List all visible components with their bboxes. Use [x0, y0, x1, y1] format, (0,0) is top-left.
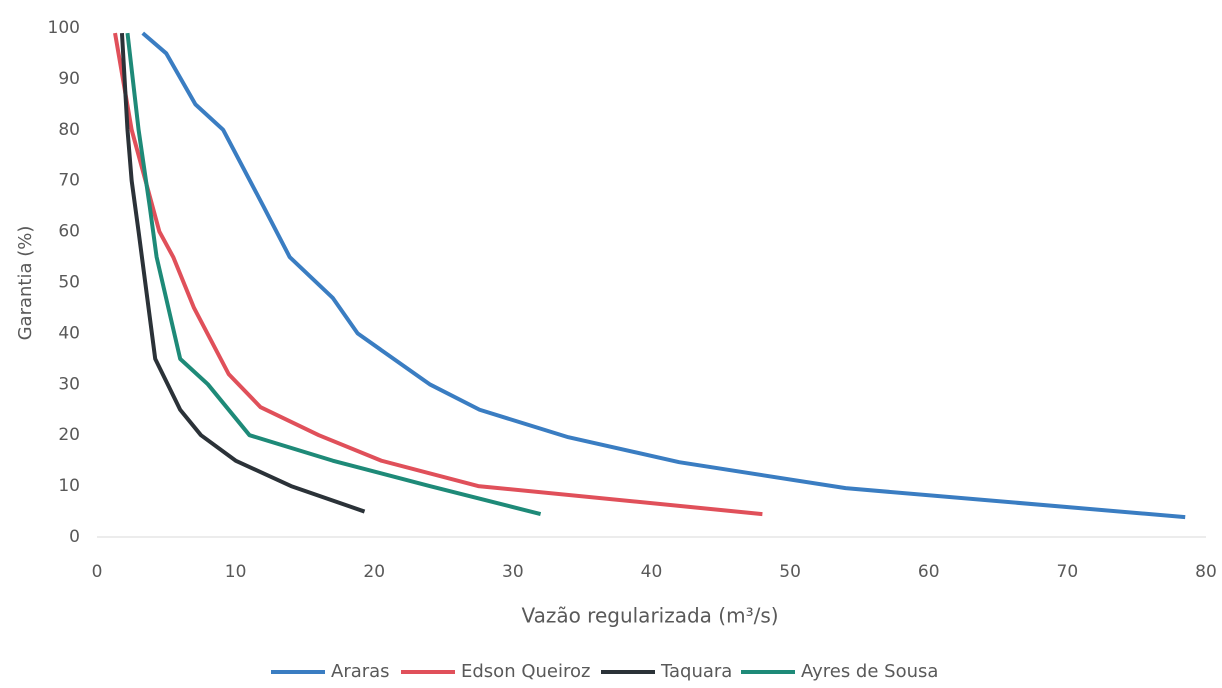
y-tick-label: 60 [58, 222, 80, 242]
y-tick-label: 0 [69, 527, 80, 547]
x-tick-label: 80 [1195, 562, 1217, 582]
y-tick-label: 50 [58, 273, 80, 293]
y-tick-label: 10 [58, 476, 80, 496]
series-line [119, 32, 366, 514]
y-axis-title: Garantia (%) [15, 226, 36, 341]
x-tick-label: 50 [779, 562, 801, 582]
x-tick-label: 40 [641, 562, 663, 582]
x-tick-label: 20 [363, 562, 385, 582]
y-tick-label: 20 [58, 425, 80, 445]
x-tick-label: 30 [502, 562, 524, 582]
x-tick-label: 0 [92, 562, 103, 582]
series-line [141, 31, 1186, 520]
x-axis-title: Vazão regularizada (m³/s) [521, 604, 778, 628]
legend-label: Edson Queiroz [461, 661, 590, 682]
y-tick-label: 40 [58, 323, 80, 343]
y-tick-label: 70 [58, 171, 80, 191]
legend-label: Ayres de Sousa [801, 661, 938, 682]
y-tick-label: 80 [58, 120, 80, 140]
series-line [125, 32, 542, 517]
y-tick-label: 100 [48, 18, 80, 38]
y-tick-label: 90 [58, 69, 80, 89]
legend-label: Araras [331, 661, 390, 682]
x-tick-label: 60 [918, 562, 940, 582]
legend-label: Taquara [660, 661, 732, 682]
x-tick-label: 70 [1057, 562, 1079, 582]
y-tick-label: 30 [58, 374, 80, 394]
x-tick-label: 10 [225, 562, 247, 582]
